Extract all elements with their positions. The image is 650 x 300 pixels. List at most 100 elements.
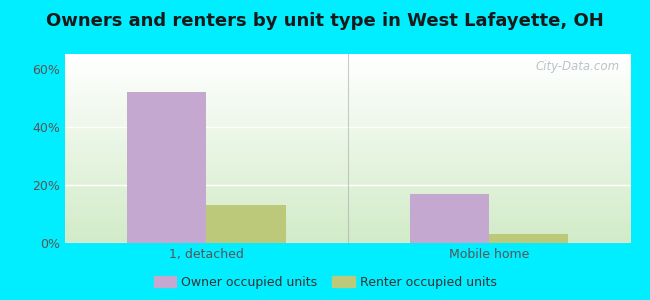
Bar — [65, 197, 630, 198]
Bar — [65, 206, 630, 207]
Bar — [65, 178, 630, 179]
Bar — [65, 58, 630, 59]
Bar — [410, 194, 489, 243]
Bar — [65, 222, 630, 223]
Bar — [65, 172, 630, 173]
Bar — [65, 164, 630, 165]
Bar — [65, 207, 630, 208]
Text: Owners and renters by unit type in West Lafayette, OH: Owners and renters by unit type in West … — [46, 12, 604, 30]
Bar — [65, 204, 630, 205]
Bar — [65, 118, 630, 119]
Bar — [65, 110, 630, 111]
Bar — [65, 190, 630, 191]
Bar — [65, 60, 630, 61]
Bar — [65, 167, 630, 168]
Bar — [65, 145, 630, 146]
Bar — [65, 165, 630, 166]
Bar — [65, 125, 630, 126]
Bar — [65, 98, 630, 99]
Bar — [65, 200, 630, 201]
Bar — [65, 198, 630, 199]
Bar — [65, 54, 630, 55]
Bar — [65, 238, 630, 239]
Bar — [65, 115, 630, 116]
Bar — [65, 209, 630, 210]
Bar — [65, 81, 630, 82]
Bar — [65, 223, 630, 224]
Bar — [65, 237, 630, 238]
Bar — [65, 230, 630, 231]
Bar — [65, 151, 630, 152]
Bar — [65, 76, 630, 77]
Bar — [65, 94, 630, 96]
Bar — [65, 90, 630, 91]
Bar — [65, 141, 630, 142]
Bar — [65, 87, 630, 88]
Bar — [65, 156, 630, 157]
Bar — [65, 107, 630, 108]
Bar — [65, 184, 630, 185]
Bar — [65, 139, 630, 140]
Bar — [65, 73, 630, 74]
Bar — [65, 82, 630, 83]
Bar — [65, 93, 630, 94]
Bar — [65, 181, 630, 182]
Bar — [65, 146, 630, 147]
Bar — [65, 78, 630, 79]
Bar — [65, 65, 630, 66]
Bar — [65, 63, 630, 64]
Bar — [65, 211, 630, 212]
Bar — [65, 236, 630, 237]
Bar — [65, 80, 630, 81]
Bar — [65, 99, 630, 100]
Bar — [65, 126, 630, 127]
Bar — [65, 220, 630, 221]
Bar — [65, 231, 630, 232]
Bar — [65, 217, 630, 218]
Bar — [65, 225, 630, 226]
Bar — [65, 153, 630, 154]
Bar — [65, 179, 630, 180]
Bar — [65, 127, 630, 128]
Bar — [65, 159, 630, 160]
Bar — [65, 169, 630, 170]
Bar — [65, 174, 630, 175]
Bar — [65, 185, 630, 186]
Bar — [65, 241, 630, 242]
Bar — [65, 212, 630, 213]
Bar — [65, 175, 630, 176]
Bar — [65, 142, 630, 143]
Bar — [65, 192, 630, 193]
Bar — [65, 189, 630, 190]
Bar — [65, 177, 630, 178]
Bar — [65, 163, 630, 164]
Bar — [65, 239, 630, 240]
Bar — [65, 213, 630, 214]
Legend: Owner occupied units, Renter occupied units: Owner occupied units, Renter occupied un… — [148, 271, 502, 294]
Bar — [65, 88, 630, 89]
Bar — [65, 111, 630, 112]
Bar — [65, 79, 630, 80]
Bar — [65, 67, 630, 68]
Bar — [65, 134, 630, 135]
Bar — [65, 116, 630, 117]
Bar — [65, 219, 630, 220]
Bar — [65, 105, 630, 106]
Bar — [65, 157, 630, 158]
Bar — [65, 62, 630, 63]
Bar — [65, 112, 630, 113]
Bar — [65, 117, 630, 118]
Bar — [65, 136, 630, 137]
Bar — [65, 123, 630, 124]
Bar — [65, 170, 630, 171]
Bar — [65, 135, 630, 136]
Bar — [65, 103, 630, 104]
Bar — [65, 171, 630, 172]
Bar — [65, 202, 630, 203]
Bar — [65, 199, 630, 200]
Bar — [65, 131, 630, 132]
Bar — [65, 69, 630, 70]
Bar — [65, 97, 630, 98]
Bar — [65, 66, 630, 67]
Bar — [65, 130, 630, 131]
